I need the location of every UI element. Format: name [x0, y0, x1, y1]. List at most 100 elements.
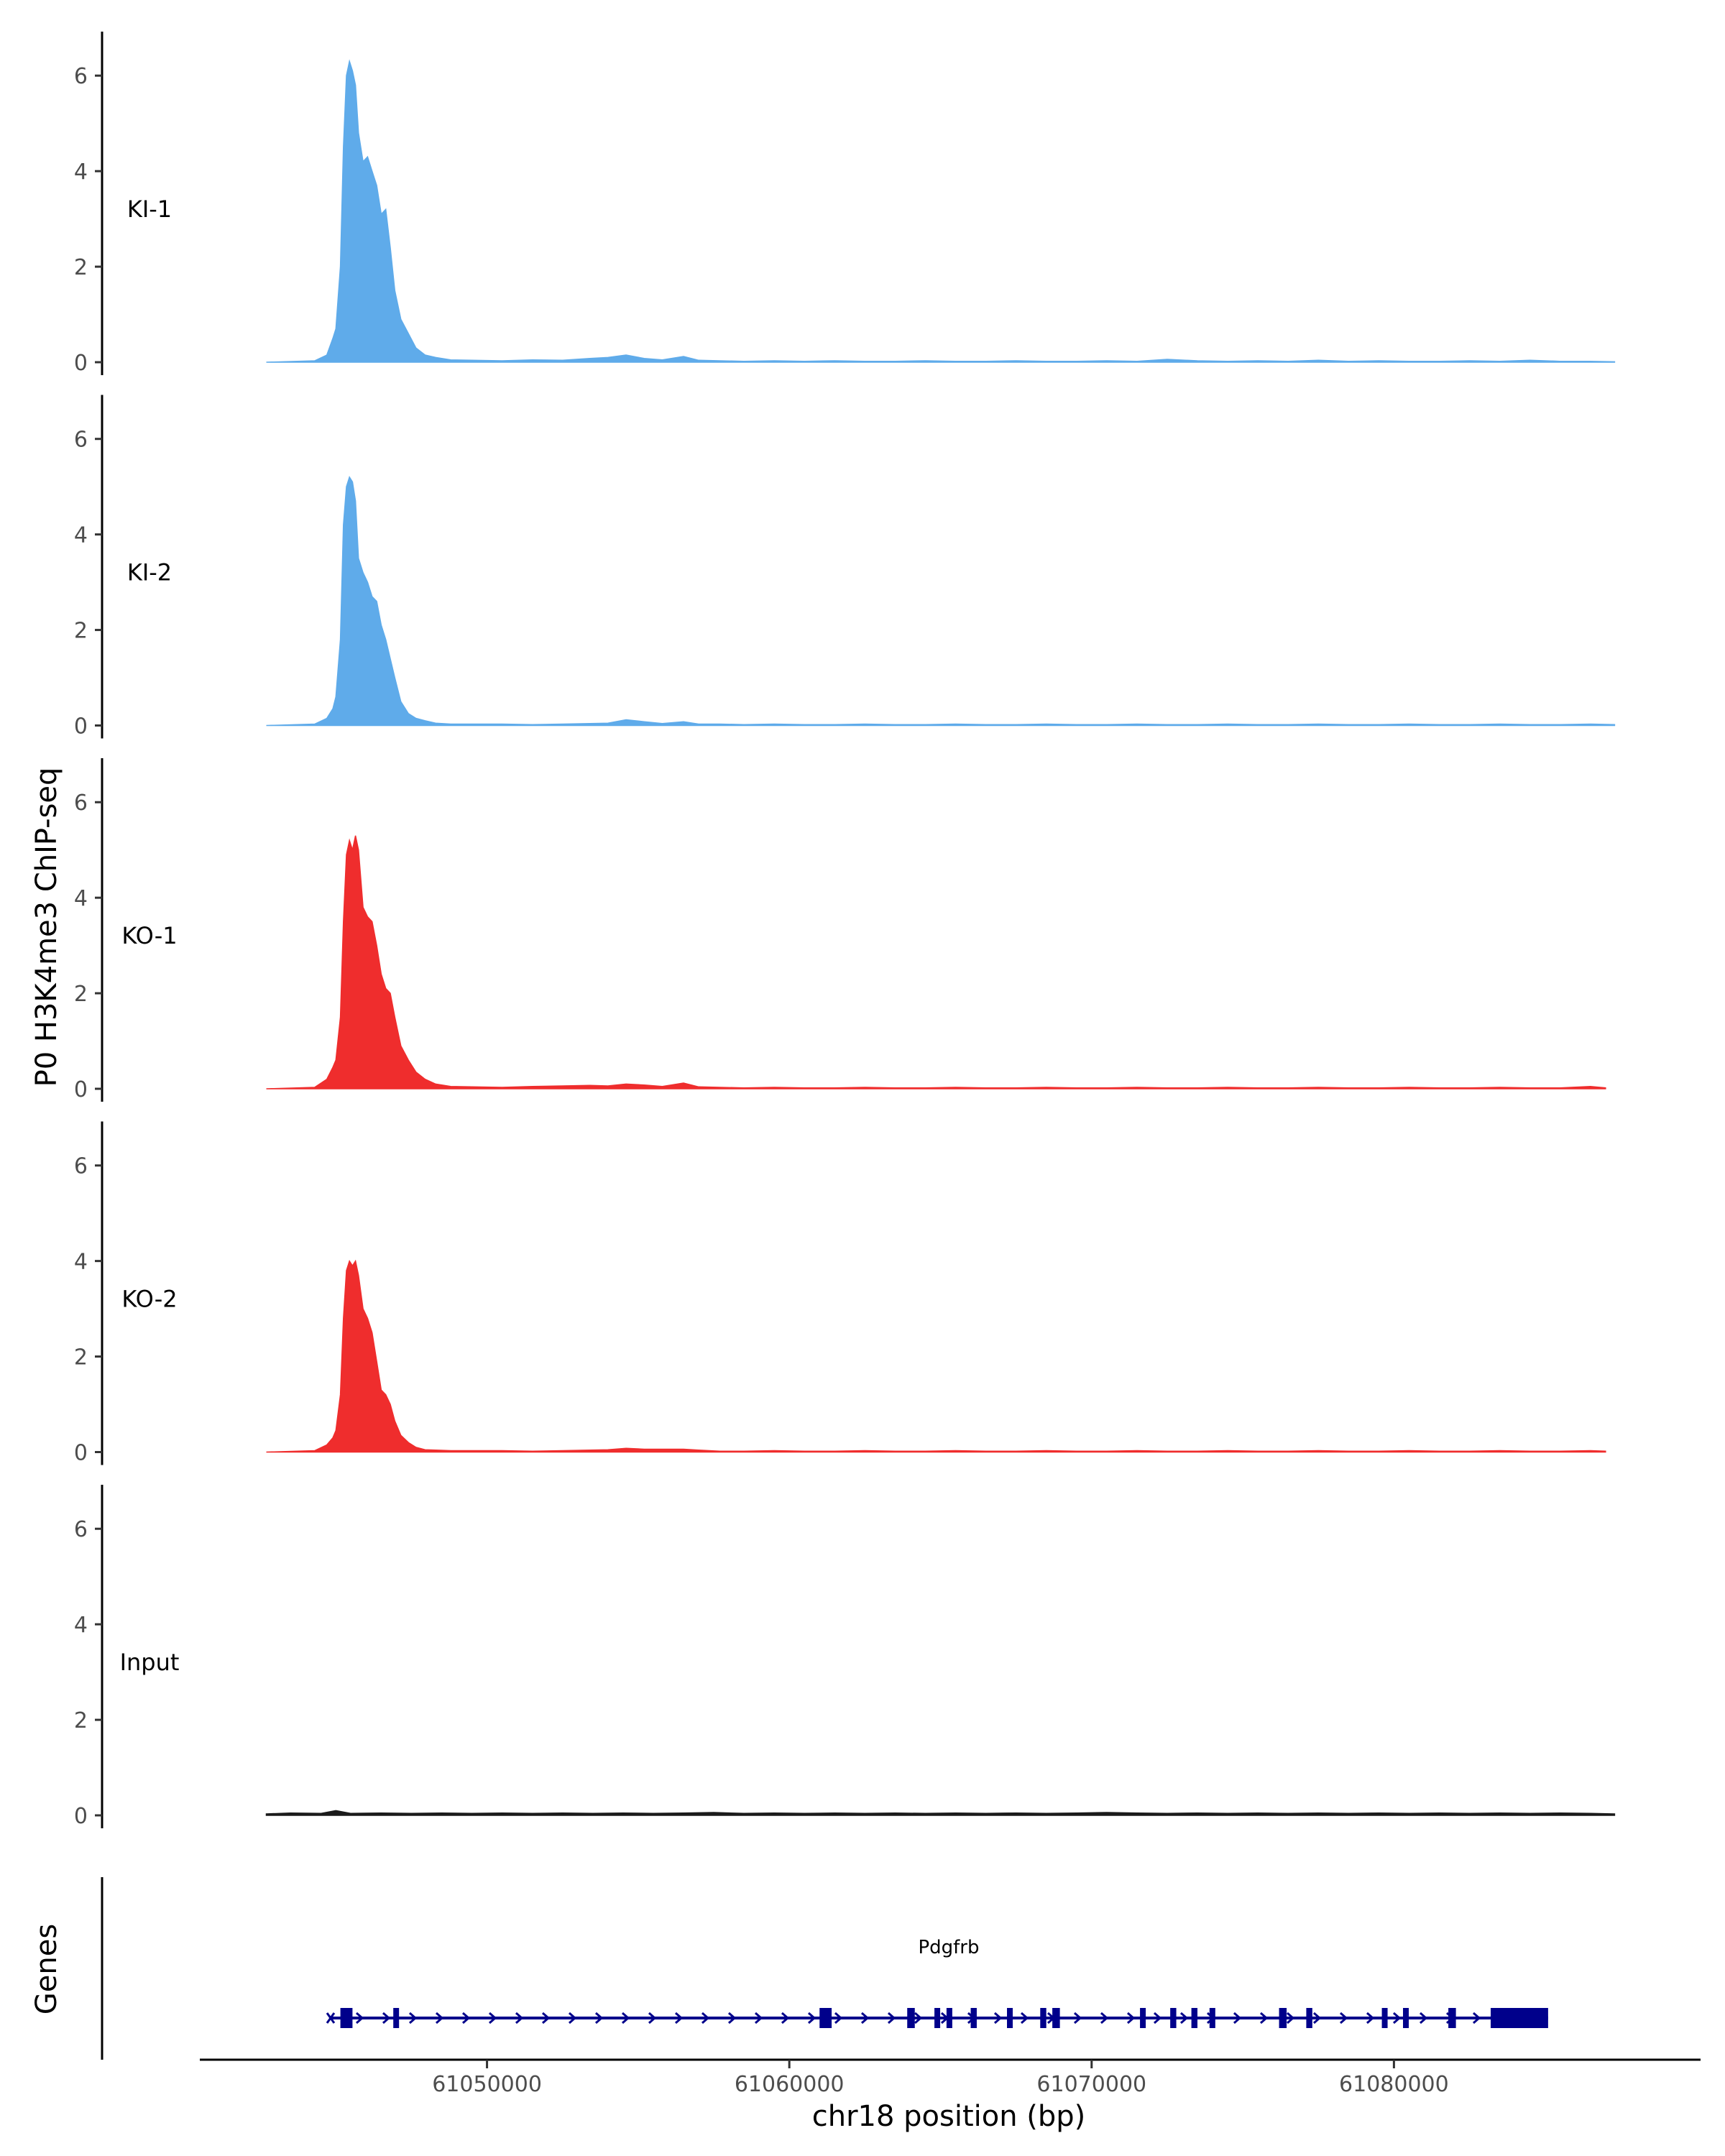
exon [946, 2008, 952, 2028]
exon [1490, 2008, 1548, 2028]
x-tick-label: 61070000 [1036, 2072, 1146, 2097]
strand-arrow [701, 2012, 710, 2024]
strand-arrow [568, 2012, 577, 2024]
y-tick-label: 6 [74, 1154, 88, 1179]
track-label: Input [120, 1649, 180, 1676]
exon [934, 2008, 941, 2028]
strand-arrow [1366, 2012, 1375, 2024]
strand-arrow [674, 2012, 684, 2024]
strand-arrow [382, 2012, 391, 2024]
y-tick-label: 4 [74, 1250, 88, 1275]
signal-area [266, 476, 1616, 727]
strand-arrow [754, 2012, 763, 2024]
signal-area [266, 59, 1616, 363]
strand-arrow [488, 2012, 497, 2024]
strand-arrow [1312, 2012, 1322, 2024]
strand-arrow [860, 2012, 870, 2024]
strand-arrow [515, 2012, 524, 2024]
strand-arrow [1259, 2012, 1269, 2024]
signal-tracks: 0 2 4 6 KI-1 0 2 4 6 KI-2 0 2 4 6 KO-1 0 2 4 6 KO-2 0 2 4 6 Inpu… [74, 32, 1616, 1829]
x-axis: 61050000 61060000 61070000 61080000 [200, 2058, 1701, 2097]
track-ko-1: 0 2 4 6 KO-1 [74, 758, 1606, 1102]
y-tick-label: 4 [74, 1613, 88, 1638]
exon [1403, 2008, 1409, 2028]
strand-arrow [541, 2012, 551, 2024]
signal-area [265, 1810, 1616, 1816]
y-tick-label: 6 [74, 428, 88, 453]
exon [340, 2008, 353, 2028]
y-tick-label: 6 [74, 1517, 88, 1542]
exon [1381, 2008, 1388, 2028]
strand-arrow [1286, 2012, 1295, 2024]
exon [1279, 2008, 1287, 2028]
track-label: KO-2 [121, 1286, 177, 1313]
track-input: 0 2 4 6 Input [74, 1485, 1616, 1829]
exon [819, 2008, 832, 2028]
strand-arrow [727, 2012, 737, 2024]
exon [1007, 2008, 1013, 2028]
signal-area [266, 835, 1606, 1089]
x-tick-label: 61080000 [1339, 2072, 1449, 2097]
strand-arrow [1179, 2012, 1189, 2024]
gene-panel-label: Genes [30, 1924, 63, 2014]
strand-arrow [1100, 2012, 1109, 2024]
strand-arrow [1233, 2012, 1242, 2024]
strand-arrow [1153, 2012, 1162, 2024]
exon [1140, 2008, 1146, 2028]
strand-arrow [648, 2012, 657, 2024]
y-tick-label: 0 [74, 714, 88, 740]
strand-arrow [1339, 2012, 1348, 2024]
strand-arrow [1419, 2012, 1428, 2024]
x-tick-label: 61050000 [432, 2072, 542, 2097]
y-axis-title: P0 H3K4me3 ChIP-seq [30, 768, 63, 1087]
strand-arrow [1392, 2012, 1402, 2024]
x-axis-title: chr18 position (bp) [812, 2100, 1086, 2133]
y-tick-label: 4 [74, 886, 88, 911]
exon [393, 2008, 400, 2028]
exon [1306, 2008, 1312, 2028]
strand-arrow [408, 2012, 418, 2024]
exon [970, 2008, 977, 2028]
exon [1448, 2008, 1456, 2028]
exon [1052, 2008, 1060, 2028]
strand-arrow [435, 2012, 444, 2024]
track-label: KO-1 [121, 922, 177, 949]
strand-arrow [1126, 2012, 1136, 2024]
strand-arrow [594, 2012, 604, 2024]
track-label: KI-1 [127, 195, 172, 223]
strand-arrow [1472, 2012, 1481, 2024]
gene-panel: Genes Pdgfrb [30, 1877, 1548, 2060]
y-tick-label: 2 [74, 1345, 88, 1370]
exon [907, 2008, 915, 2028]
signal-area [266, 1259, 1606, 1453]
y-tick-label: 0 [74, 1804, 88, 1829]
y-tick-label: 2 [74, 982, 88, 1007]
strand-arrow [993, 2012, 1003, 2024]
strand-arrow [914, 2012, 923, 2024]
gene-name-label: Pdgfrb [918, 1937, 979, 1958]
track-ko-2: 0 2 4 6 KO-2 [74, 1121, 1606, 1466]
exon [1209, 2008, 1215, 2028]
strand-arrow [887, 2012, 896, 2024]
track-ki-1: 0 2 4 6 KI-1 [74, 32, 1616, 376]
strand-arrow [1073, 2012, 1082, 2024]
y-tick-label: 2 [74, 1708, 88, 1733]
strand-arrow [807, 2012, 816, 2024]
strand-arrow [1020, 2012, 1029, 2024]
strand-arrow [781, 2012, 790, 2024]
track-label: KI-2 [127, 559, 172, 586]
y-tick-label: 6 [74, 791, 88, 816]
track-ki-2: 0 2 4 6 KI-2 [74, 395, 1616, 740]
y-tick-label: 2 [74, 619, 88, 644]
strand-arrow [621, 2012, 630, 2024]
strand-arrow [461, 2012, 471, 2024]
y-tick-label: 0 [74, 351, 88, 376]
exon [1040, 2008, 1046, 2028]
y-tick-label: 6 [74, 64, 88, 89]
strand-arrow [834, 2012, 843, 2024]
gene-start-mark [326, 2012, 336, 2024]
exon [1191, 2008, 1197, 2028]
strand-arrow [355, 2012, 364, 2024]
y-tick-label: 0 [74, 1077, 88, 1102]
